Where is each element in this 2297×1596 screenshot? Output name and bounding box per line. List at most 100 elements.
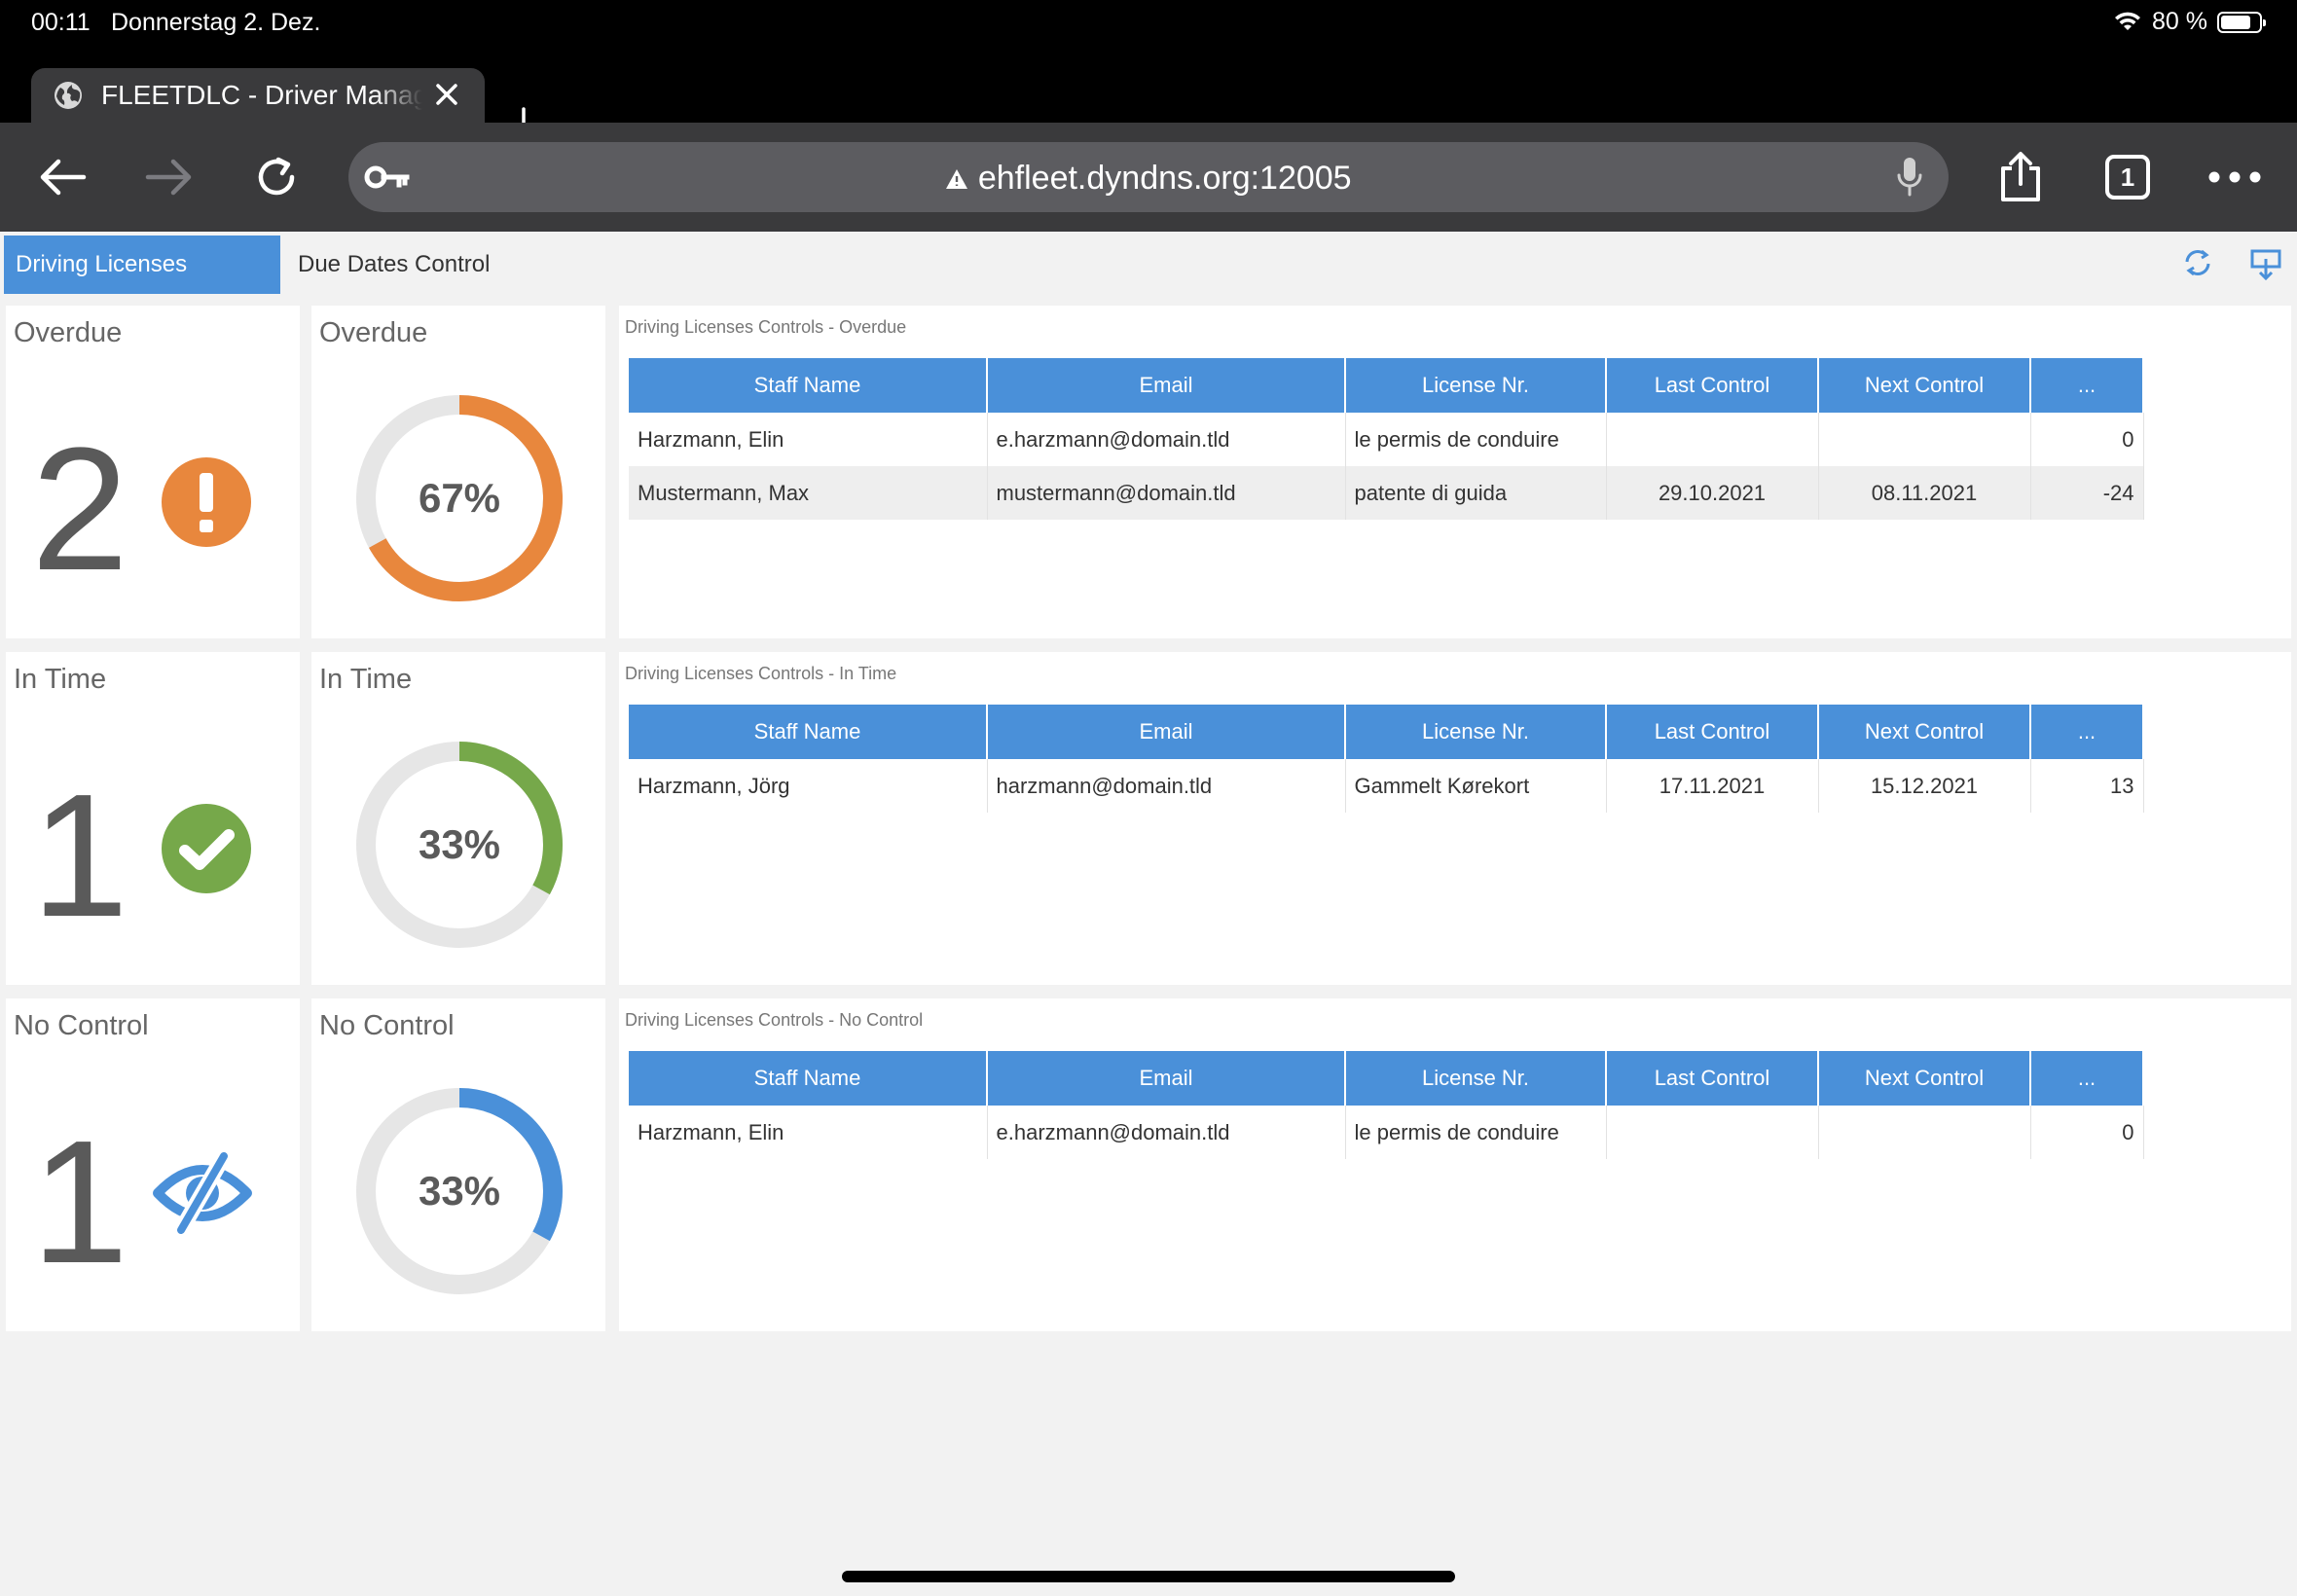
kpi-card-no-control: No Control 1 (6, 998, 300, 1331)
forward-button[interactable] (142, 150, 197, 204)
cell-license: le permis de conduire (1345, 1106, 1607, 1159)
cell-last-control (1606, 413, 1819, 466)
address-bar[interactable]: ehfleet.dyndns.org:12005 (348, 142, 1949, 212)
col-last-control[interactable]: Last Control (1606, 358, 1819, 413)
cell-staff: Harzmann, Elin (629, 1106, 988, 1159)
col-more[interactable]: ... (2030, 358, 2144, 413)
warning-icon (946, 169, 968, 189)
cell-days: 13 (2030, 759, 2144, 813)
cell-email: e.harzmann@domain.tld (987, 413, 1346, 466)
grid-card-no-control: Driving Licenses Controls - No Control S… (619, 998, 2291, 1331)
kpi-title: Overdue (14, 317, 123, 348)
battery-icon (2217, 11, 2266, 33)
cell-email: harzmann@domain.tld (987, 759, 1346, 813)
cell-license: patente di guida (1345, 466, 1607, 520)
refresh-icon[interactable] (2180, 245, 2215, 280)
kpi-count: 1 (31, 758, 129, 954)
browser-tab-title: FLEETDLC - Driver Management (101, 80, 422, 110)
col-email[interactable]: Email (987, 358, 1346, 413)
status-date: Donnerstag 2. Dez. (111, 9, 321, 36)
reload-button[interactable] (249, 150, 304, 204)
tabs-overview-button[interactable]: 1 (2100, 150, 2155, 204)
kpi-count: 2 (31, 412, 129, 607)
url-text[interactable]: ehfleet.dyndns.org:12005 (348, 160, 1949, 198)
donut-card-overdue: Overdue 67% (311, 306, 605, 638)
cell-days: 0 (2030, 413, 2144, 466)
table-row[interactable]: Mustermann, Max mustermann@domain.tld pa… (629, 466, 2144, 520)
tabs-count-icon: 1 (2105, 155, 2150, 200)
col-email[interactable]: Email (987, 705, 1346, 759)
table-row[interactable]: Harzmann, Elin e.harzmann@domain.tld le … (629, 1106, 2144, 1159)
cell-staff: Harzmann, Jörg (629, 759, 988, 813)
col-more[interactable]: ... (2030, 705, 2144, 759)
donut-percent: 33% (418, 1168, 501, 1214)
col-last-control[interactable]: Last Control (1606, 1051, 1819, 1106)
col-staff-name[interactable]: Staff Name (629, 1051, 988, 1106)
cell-email: mustermann@domain.tld (987, 466, 1346, 520)
globe-icon (55, 82, 82, 109)
donut-card-in-time: In Time 33% (311, 652, 605, 985)
export-icon[interactable] (2248, 245, 2283, 280)
tab-due-dates-control[interactable]: Due Dates Control (298, 251, 491, 277)
col-last-control[interactable]: Last Control (1606, 705, 1819, 759)
col-license-nr[interactable]: License Nr. (1345, 358, 1607, 413)
more-dots-icon (2208, 171, 2261, 183)
cell-days: -24 (2030, 466, 2144, 520)
cell-last-control: 17.11.2021 (1606, 759, 1819, 813)
share-icon (2001, 152, 2040, 201)
reload-icon (258, 157, 295, 196)
grid-no-control: Staff Name Email License Nr. Last Contro… (629, 1051, 2144, 1159)
arrow-left-icon (40, 159, 87, 196)
table-row[interactable]: Harzmann, Jörg harzmann@domain.tld Gamme… (629, 759, 2144, 813)
key-icon[interactable] (364, 158, 411, 197)
browser-toolbar: ehfleet.dyndns.org:12005 1 (0, 123, 2297, 232)
grid-title: Driving Licenses Controls - In Time (625, 664, 897, 683)
kpi-title: In Time (14, 664, 107, 695)
home-indicator (842, 1571, 1455, 1582)
donut-card-no-control: No Control 33% (311, 998, 605, 1331)
col-license-nr[interactable]: License Nr. (1345, 1051, 1607, 1106)
col-staff-name[interactable]: Staff Name (629, 358, 988, 413)
grid-title: Driving Licenses Controls - Overdue (625, 317, 907, 337)
grid-title: Driving Licenses Controls - No Control (625, 1010, 924, 1030)
cell-next-control (1818, 413, 2031, 466)
status-time: 00:11 (31, 9, 91, 36)
donut-arc (356, 1088, 563, 1294)
kpi-card-in-time: In Time 1 (6, 652, 300, 985)
arrow-right-icon (145, 159, 192, 196)
cell-next-control: 15.12.2021 (1818, 759, 2031, 813)
cell-license: Gammelt Kørekort (1345, 759, 1607, 813)
check-circle-icon (162, 804, 251, 893)
donut-chart (356, 395, 563, 601)
more-button[interactable] (2207, 150, 2262, 204)
app-tab-strip: Driving Licenses Control Due Dates Contr… (0, 232, 2297, 336)
donut-percent: 33% (418, 821, 501, 867)
col-more[interactable]: ... (2030, 1051, 2144, 1106)
donut-title: Overdue (319, 317, 428, 348)
donut-chart (356, 1088, 563, 1294)
url-value: ehfleet.dyndns.org:12005 (977, 160, 1352, 197)
cell-license: le permis de conduire (1345, 413, 1607, 466)
back-button[interactable] (35, 150, 90, 204)
col-next-control[interactable]: Next Control (1818, 1051, 2031, 1106)
table-row[interactable]: Harzmann, Elin e.harzmann@domain.tld le … (629, 413, 2144, 466)
eye-slash-icon (153, 1152, 252, 1234)
donut-title: In Time (319, 664, 413, 695)
col-next-control[interactable]: Next Control (1818, 705, 2031, 759)
close-tab-icon[interactable] (430, 78, 463, 111)
col-staff-name[interactable]: Staff Name (629, 705, 988, 759)
cell-staff: Harzmann, Elin (629, 413, 988, 466)
share-button[interactable] (1993, 150, 2048, 204)
cell-last-control: 29.10.2021 (1606, 466, 1819, 520)
microphone-icon[interactable] (1894, 156, 1925, 199)
tab-driving-licenses-control[interactable]: Driving Licenses Control (4, 236, 280, 336)
col-license-nr[interactable]: License Nr. (1345, 705, 1607, 759)
battery-percent: 80 % (2152, 8, 2207, 35)
col-email[interactable]: Email (987, 1051, 1346, 1106)
wifi-icon (2115, 12, 2141, 30)
cell-days: 0 (2030, 1106, 2144, 1159)
col-next-control[interactable]: Next Control (1818, 358, 2031, 413)
browser-tab[interactable]: FLEETDLC - Driver Management (31, 68, 485, 123)
cell-staff: Mustermann, Max (629, 466, 988, 520)
donut-title: No Control (319, 1010, 455, 1041)
